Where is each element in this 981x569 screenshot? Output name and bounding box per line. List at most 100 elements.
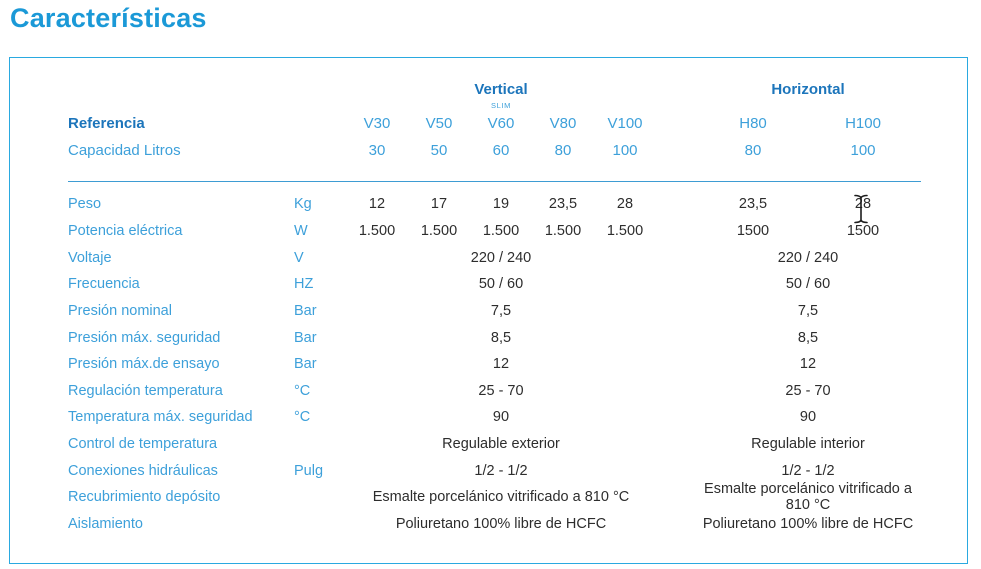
capacity-v60: 60 xyxy=(492,141,510,159)
row-label: Control de temperatura xyxy=(68,436,218,453)
cell-vertical-merged: Regulable exterior xyxy=(442,436,560,453)
row-unit: W xyxy=(294,222,308,239)
capacity-v50: 50 xyxy=(430,141,448,159)
capacity-h80: 80 xyxy=(744,141,762,159)
cell-vertical-merged: Poliuretano 100% libre de HCFC xyxy=(395,516,607,532)
col-header-v50: V50 xyxy=(425,114,453,132)
group-header-row: Vertical Horizontal xyxy=(68,80,928,98)
row-label: Recubrimiento depósito xyxy=(68,489,221,506)
cell-horizontal-merged: 25 - 70 xyxy=(785,382,831,399)
row-unit: Bar xyxy=(294,356,317,373)
cell-horizontal-merged: Esmalte porcelánico vitrificado a 810 °C xyxy=(704,481,912,514)
capacity-v30: 30 xyxy=(368,141,386,159)
slim-row: SLIM xyxy=(68,98,928,110)
table-row-voltaje: Voltaje V 220 / 240 220 / 240 xyxy=(68,244,928,271)
characteristics-card: Vertical Horizontal SLIM Referencia V30 … xyxy=(9,57,968,564)
cell-vertical-merged: 8,5 xyxy=(490,329,512,346)
row-unit: HZ xyxy=(294,276,314,293)
cell-h80: 1500 xyxy=(736,222,770,239)
cell-horizontal-merged: 1/2 - 1/2 xyxy=(781,462,835,479)
cell-vertical-merged: 90 xyxy=(492,409,510,426)
cell-v80: 23,5 xyxy=(548,196,578,213)
cell-vertical-merged: 1/2 - 1/2 xyxy=(474,462,528,479)
table-row-recubrimiento: Recubrimiento depósito Esmalte porceláni… xyxy=(68,481,928,514)
col-header-v60: V60 xyxy=(487,114,515,132)
table-row-presion-max-seguridad: Presión máx. seguridad Bar 8,5 8,5 xyxy=(68,324,928,351)
table-row-conexiones: Conexiones hidráulicas Pulg 1/2 - 1/2 1/… xyxy=(68,457,928,484)
row-unit: V xyxy=(294,249,304,266)
cell-horizontal-merged: 7,5 xyxy=(797,302,819,319)
horizontal-group-header: Horizontal xyxy=(771,80,845,98)
table-row-potencia: Potencia eléctrica W 1.500 1.500 1.500 1… xyxy=(68,218,928,245)
col-header-v80: V80 xyxy=(549,114,577,132)
cell-horizontal-merged: 8,5 xyxy=(797,329,819,346)
table-row-regulacion-temperatura: Regulación temperatura °C 25 - 70 25 - 7… xyxy=(68,377,928,404)
cell-horizontal-merged: 220 / 240 xyxy=(777,249,839,266)
row-label: Conexiones hidráulicas xyxy=(68,462,218,479)
table-row-control-temperatura: Control de temperatura Regulable exterio… xyxy=(68,431,928,458)
row-unit: °C xyxy=(294,409,311,426)
slim-label: SLIM xyxy=(491,101,511,110)
cell-horizontal-merged: 12 xyxy=(799,356,817,373)
cell-vertical-merged: Esmalte porcelánico vitrificado a 810 °C xyxy=(372,489,630,506)
cell-vertical-merged: 25 - 70 xyxy=(478,382,524,399)
cell-h100: 28 xyxy=(854,196,872,213)
header-divider xyxy=(68,181,921,182)
referencia-row: Referencia V30 V50 V60 V80 V100 H80 H100 xyxy=(68,110,928,136)
cell-v80: 1.500 xyxy=(544,222,582,239)
cell-v60: 19 xyxy=(492,196,510,213)
table-row-temperatura-max: Temperatura máx. seguridad °C 90 90 xyxy=(68,404,928,431)
cell-horizontal-merged: 90 xyxy=(799,409,817,426)
cell-horizontal-merged: Regulable interior xyxy=(751,436,865,453)
table-row-presion-nominal: Presión nominal Bar 7,5 7,5 xyxy=(68,298,928,325)
row-unit: Kg xyxy=(294,196,312,213)
col-header-h100: H100 xyxy=(845,114,881,132)
col-header-v30: V30 xyxy=(363,114,391,132)
vertical-group-header: Vertical xyxy=(474,80,528,98)
characteristics-table: Vertical Horizontal SLIM Referencia V30 … xyxy=(68,58,928,537)
page-title: Características xyxy=(10,3,207,33)
cell-h100: 1500 xyxy=(846,222,880,239)
cell-v30: 1.500 xyxy=(358,222,396,239)
cell-h80: 23,5 xyxy=(738,196,768,213)
row-label: Voltaje xyxy=(68,249,112,266)
cell-vertical-merged: 7,5 xyxy=(490,302,512,319)
row-label: Frecuencia xyxy=(68,276,140,293)
row-label: Presión máx.de ensayo xyxy=(68,356,220,373)
cell-vertical-merged: 220 / 240 xyxy=(470,249,532,266)
row-label: Regulación temperatura xyxy=(68,382,223,399)
row-unit: Pulg xyxy=(294,462,324,479)
col-header-h80: H80 xyxy=(739,114,767,132)
cell-v50: 17 xyxy=(430,196,448,213)
referencia-label: Referencia xyxy=(68,114,145,132)
cell-v30: 12 xyxy=(368,196,386,213)
table-row-peso: Peso Kg 12 17 19 23,5 28 23,5 28 xyxy=(68,191,928,218)
col-header-v100: V100 xyxy=(607,114,643,132)
cell-horizontal-merged: Poliuretano 100% libre de HCFC xyxy=(702,516,914,532)
row-label: Potencia eléctrica xyxy=(68,222,183,239)
row-unit: Bar xyxy=(294,329,317,346)
cell-v60: 1.500 xyxy=(482,222,520,239)
row-label: Peso xyxy=(68,196,102,213)
cell-v50: 1.500 xyxy=(420,222,458,239)
capacity-h100: 100 xyxy=(850,141,876,159)
cell-horizontal-merged: 50 / 60 xyxy=(785,276,831,293)
table-row-presion-max-ensayo: Presión máx.de ensayo Bar 12 12 xyxy=(68,351,928,378)
cell-v100: 1.500 xyxy=(606,222,644,239)
cell-v100: 28 xyxy=(616,196,634,213)
row-unit: Bar xyxy=(294,302,317,319)
row-label: Temperatura máx. seguridad xyxy=(68,409,253,426)
row-label: Aislamiento xyxy=(68,516,143,532)
cell-vertical-merged: 50 / 60 xyxy=(478,276,524,293)
table-row-frecuencia: Frecuencia HZ 50 / 60 50 / 60 xyxy=(68,271,928,298)
row-label: Presión nominal xyxy=(68,302,172,319)
row-unit: °C xyxy=(294,382,311,399)
text-cursor-icon xyxy=(854,194,868,224)
row-label: Presión máx. seguridad xyxy=(68,329,221,346)
cell-vertical-merged: 12 xyxy=(492,356,510,373)
capacity-v80: 80 xyxy=(554,141,572,159)
capacidad-row: Capacidad Litros 30 50 60 80 100 80 100 xyxy=(68,136,928,164)
table-body: Peso Kg 12 17 19 23,5 28 23,5 28 Potenci… xyxy=(68,191,928,537)
table-row-aislamiento: Aislamiento Poliuretano 100% libre de HC… xyxy=(68,511,928,538)
capacidad-label: Capacidad Litros xyxy=(68,141,181,159)
